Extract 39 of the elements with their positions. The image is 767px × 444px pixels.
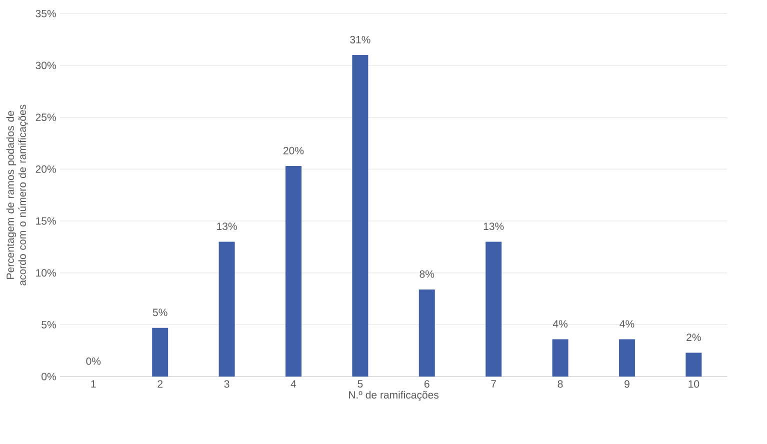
bar bbox=[418, 289, 435, 377]
bar bbox=[285, 166, 302, 377]
data-label: 2% bbox=[686, 334, 701, 342]
data-label: 8% bbox=[420, 270, 434, 278]
x-tick-label: 9 bbox=[624, 380, 630, 388]
bar bbox=[552, 339, 568, 377]
y-tick-label: 5% bbox=[42, 321, 56, 328]
y-tick-label: 20% bbox=[36, 165, 56, 173]
x-tick-label: 1 bbox=[91, 380, 96, 388]
y-tick-label: 25% bbox=[36, 114, 56, 122]
x-tick-label: 5 bbox=[358, 380, 363, 388]
y-tick-label: 35% bbox=[36, 10, 56, 18]
x-axis-title: N.º de ramificações bbox=[349, 390, 439, 401]
data-label: 0% bbox=[86, 357, 101, 365]
bar bbox=[152, 328, 168, 377]
x-tick-label: 4 bbox=[290, 380, 296, 388]
bar bbox=[686, 352, 702, 377]
bar bbox=[218, 242, 235, 377]
x-tick-label: 8 bbox=[558, 380, 563, 388]
bar bbox=[352, 55, 368, 377]
y-tick-label: 15% bbox=[36, 217, 56, 225]
y-tick-label: 0% bbox=[42, 372, 56, 380]
x-tick-label: 6 bbox=[424, 380, 430, 388]
x-tick-label: 3 bbox=[224, 380, 230, 388]
data-label: 20% bbox=[284, 146, 304, 154]
y-axis-title: Percentagem de ramos podados de acordo com o número de ramificações bbox=[6, 104, 28, 286]
y-tick-label: 30% bbox=[36, 62, 56, 70]
data-label: 13% bbox=[484, 222, 504, 230]
x-tick-label: 10 bbox=[688, 380, 700, 388]
bar bbox=[618, 339, 635, 377]
data-label: 13% bbox=[217, 222, 237, 230]
data-label: 5% bbox=[152, 308, 168, 316]
x-tick-label: 7 bbox=[491, 380, 496, 388]
data-label: 4% bbox=[620, 320, 634, 328]
data-label: 31% bbox=[350, 36, 370, 44]
bar bbox=[486, 242, 502, 377]
x-tick-label: 2 bbox=[158, 380, 162, 388]
data-label: 4% bbox=[552, 320, 568, 328]
y-tick-label: 10% bbox=[36, 269, 56, 277]
